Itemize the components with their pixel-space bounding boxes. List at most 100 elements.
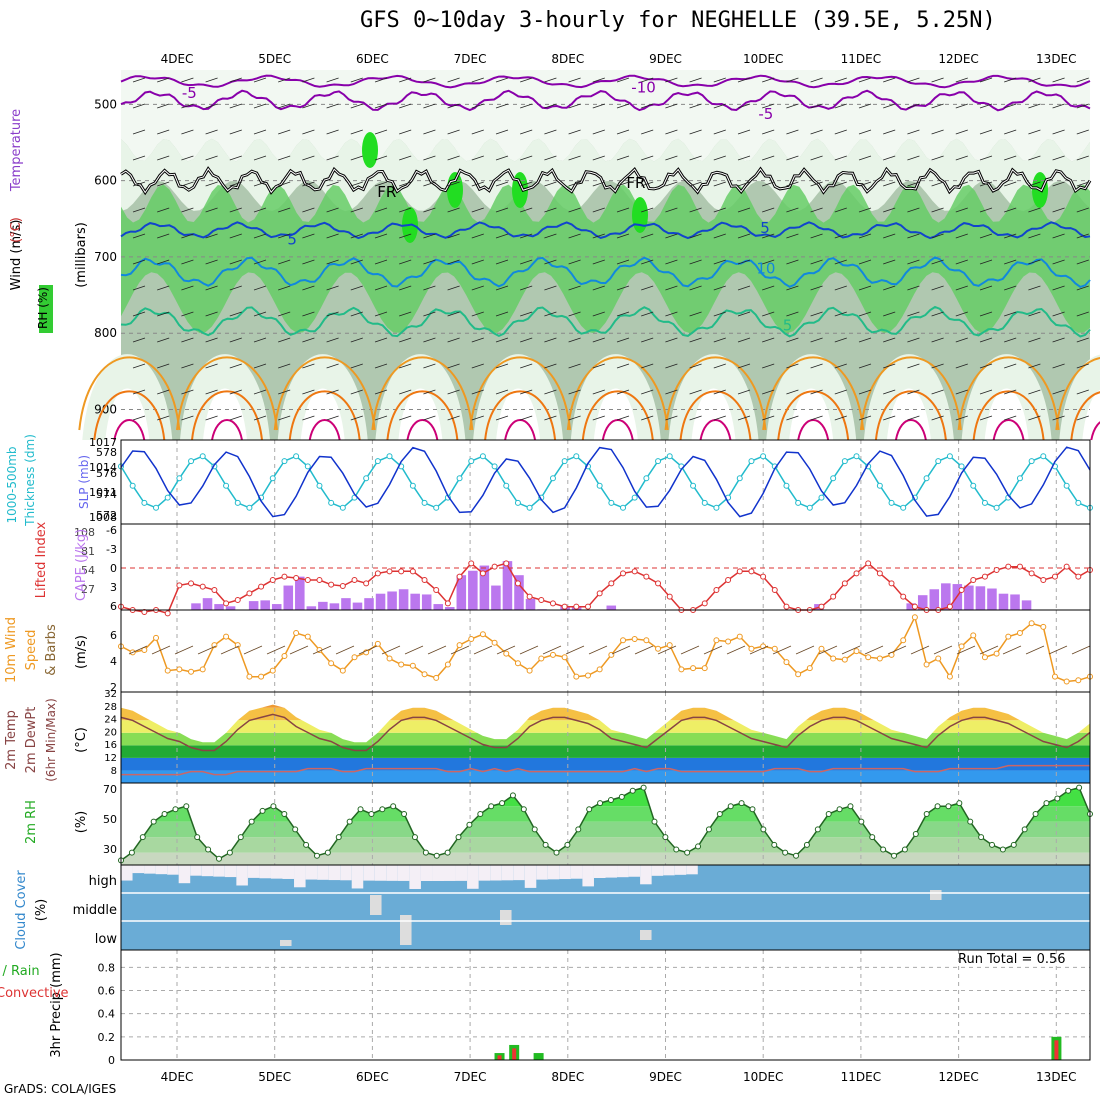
wind-barb [278,389,291,395]
wind-barb [810,285,823,291]
wind-barb [689,415,702,421]
wind-barb [447,233,460,239]
wind10-line-point [421,671,428,678]
li-line-point [293,575,300,581]
wind-barb [253,77,267,83]
wind-barb [157,337,170,343]
wind10-line-point [876,655,883,662]
wind-barb [1028,155,1041,161]
rh2m-line-point [618,793,625,800]
wind-barb [278,129,291,135]
wind-barb [955,311,968,317]
wind-barb [979,103,993,109]
wind-barb [737,389,751,395]
axis-label-wind10: 10m Wind [4,617,19,683]
thickness-line-point [479,453,486,460]
cloud-high-bar [663,865,675,876]
cape-bar [295,576,305,610]
wind-barb [350,181,363,187]
thickness-tick: 572 [96,509,117,522]
cloud-high-bar [294,865,306,888]
thickness-line-point [783,482,790,489]
wind-barb [181,207,194,213]
day-label-top: 9DEC [649,52,682,66]
wind-barb [471,311,484,317]
wind-barb [641,155,654,161]
rh2m-line-point [401,810,408,817]
wind-barb [302,233,315,239]
rh2m-line-point [161,810,168,817]
li-tick: -3 [106,543,117,556]
wind10-barb [542,645,562,655]
wind10-line-point [269,667,276,674]
wind10-line-point [841,656,848,663]
wind-barb [495,129,509,135]
wind-barb [931,233,944,239]
thickness-line-point [339,504,346,511]
wind-barb [132,337,146,343]
cloud-high-bar [270,865,283,879]
wind-barb [374,103,388,109]
wind-barb [568,415,581,421]
wind-barb [520,207,533,213]
cloud-high-bar [351,865,364,889]
wind-barb [713,181,726,187]
wind-barb [665,259,678,265]
wind10-line-point [596,666,603,673]
wind-barb [592,337,605,343]
wind-barb [883,337,896,343]
wind-barb [810,363,823,369]
wind10-barb [496,645,516,655]
wind-barb [495,181,509,187]
rh2m-tick: 50 [103,813,117,826]
wind-barb [592,311,605,317]
temp-bands [121,704,1090,783]
day-label-top: 6DEC [356,52,389,66]
contour-label: 10 [756,259,775,277]
rh2m-line-point [716,810,723,817]
cloud-high-bar [397,865,410,881]
wind-barb [786,233,799,239]
wind-barb [350,285,363,291]
wind-barb [810,389,823,395]
wind-barb [810,103,823,109]
li-tick: -6 [106,524,117,537]
wind-barb [326,155,339,161]
isotherm-20 [664,356,767,431]
day-label-bottom: 8DEC [551,1070,584,1084]
wind10-barb [1048,645,1068,655]
cape-bar [225,606,236,610]
isotherm-25 [386,390,459,441]
wind-barb [157,415,170,421]
li-line-point [620,570,627,577]
wind-barb [520,389,533,395]
wind-barb [374,285,388,291]
wind-barb [568,389,581,395]
wind-barb [907,337,920,343]
wind-barb [616,77,630,83]
wind10-line-point [970,632,977,639]
wind-barb [278,259,291,265]
day-label-bottom: 5DEC [258,1070,291,1084]
wind-barb [616,129,630,135]
wind-barb [374,311,388,317]
cape-bar [514,575,524,610]
li-line-point [479,570,486,577]
isotherm-10 [120,256,1091,289]
wind-barb [883,363,896,369]
cloud-high-bar [513,865,525,881]
wind-barb [350,259,363,265]
wind-barb [253,155,267,161]
li-line-point [164,610,171,617]
cape-bar [964,585,974,610]
pressure-tick: 600 [94,174,117,188]
wind-barb [181,259,194,265]
cape-bar [260,600,270,610]
wind-barb [665,311,678,317]
wind-barb [495,155,509,161]
wind-barb [1052,285,1065,291]
cloud-high-bar [282,865,295,879]
wind-barb [810,337,823,343]
wind-barb [786,155,799,161]
